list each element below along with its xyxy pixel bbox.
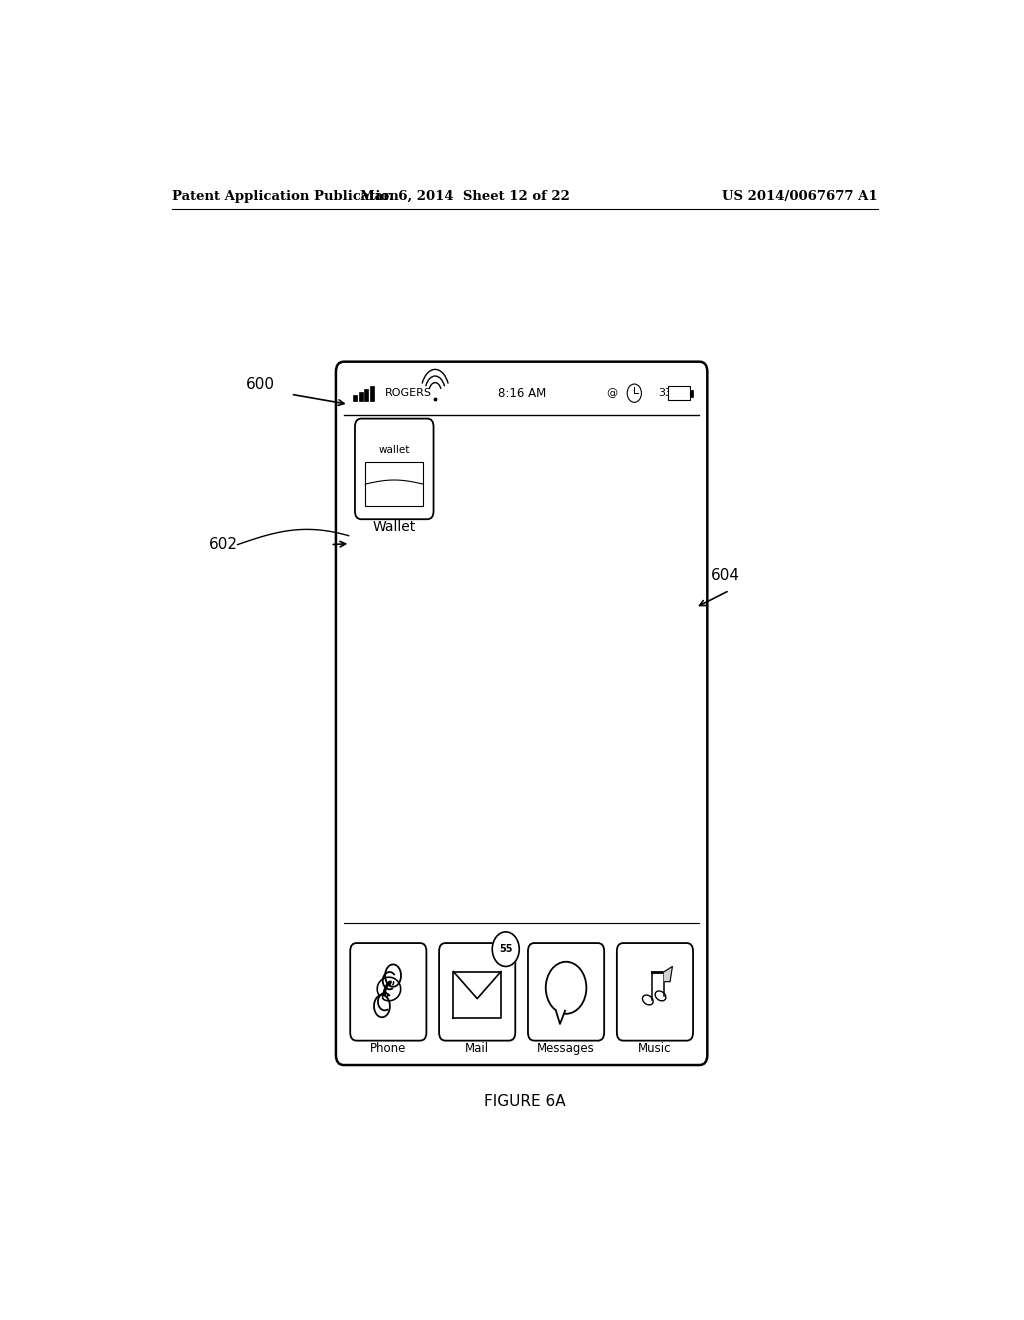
Text: Music: Music <box>638 1043 672 1055</box>
Text: 600: 600 <box>246 376 274 392</box>
Text: FIGURE 6A: FIGURE 6A <box>484 1094 565 1109</box>
Text: ✆: ✆ <box>375 975 402 1008</box>
Circle shape <box>493 932 519 966</box>
FancyBboxPatch shape <box>616 942 693 1040</box>
Bar <box>359 392 362 401</box>
Polygon shape <box>665 966 673 982</box>
Text: @: @ <box>606 388 617 399</box>
FancyBboxPatch shape <box>439 942 515 1040</box>
Bar <box>353 395 357 401</box>
Text: 8:16 AM: 8:16 AM <box>498 387 546 400</box>
Text: ROGERS: ROGERS <box>385 388 432 399</box>
Bar <box>370 385 374 401</box>
FancyBboxPatch shape <box>350 942 426 1040</box>
Text: Mail: Mail <box>465 1043 489 1055</box>
Text: 55: 55 <box>499 944 512 954</box>
Text: 33%: 33% <box>658 388 683 399</box>
Text: Messages: Messages <box>538 1043 595 1055</box>
Text: Wallet: Wallet <box>373 520 416 535</box>
FancyBboxPatch shape <box>528 942 604 1040</box>
Bar <box>668 385 690 400</box>
Bar <box>365 389 369 401</box>
FancyBboxPatch shape <box>355 418 433 519</box>
Text: Phone: Phone <box>370 1043 407 1055</box>
Text: Patent Application Publication: Patent Application Publication <box>172 190 398 202</box>
Bar <box>366 462 423 506</box>
Text: Mar. 6, 2014  Sheet 12 of 22: Mar. 6, 2014 Sheet 12 of 22 <box>360 190 570 202</box>
Bar <box>690 389 693 397</box>
Text: 602: 602 <box>209 537 238 552</box>
Polygon shape <box>556 1011 565 1024</box>
FancyBboxPatch shape <box>336 362 708 1065</box>
Text: 604: 604 <box>712 568 740 582</box>
Text: US 2014/0067677 A1: US 2014/0067677 A1 <box>722 190 878 202</box>
Text: wallet: wallet <box>379 445 410 455</box>
